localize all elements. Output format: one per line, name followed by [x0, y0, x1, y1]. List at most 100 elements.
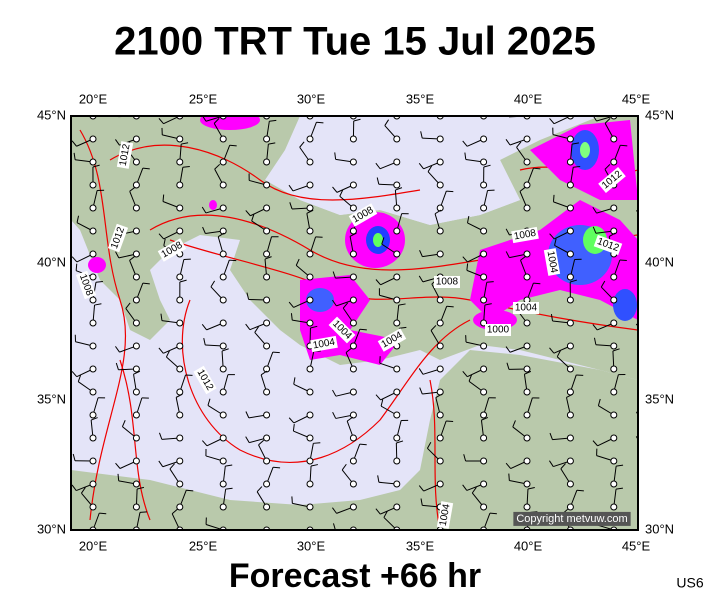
barb-feather — [608, 232, 616, 238]
barb-feather — [395, 187, 403, 191]
barb-feather — [258, 439, 265, 446]
barb-feather — [505, 228, 510, 236]
station — [89, 273, 97, 281]
barb-feather — [181, 142, 189, 145]
barb-feather — [273, 466, 281, 469]
station — [306, 503, 314, 511]
barb-feather — [489, 512, 497, 515]
station — [219, 503, 227, 511]
barb-feather — [313, 442, 321, 444]
station — [393, 204, 401, 212]
barb-feather — [470, 98, 473, 104]
station — [263, 319, 271, 327]
barb-feather — [332, 299, 337, 307]
barb-feather — [556, 350, 561, 357]
barb-feather — [651, 371, 657, 375]
barb-feather — [399, 326, 407, 329]
station — [89, 181, 97, 189]
station — [306, 480, 314, 488]
barb-staff — [657, 144, 659, 162]
barb-feather — [549, 118, 555, 125]
barb-feather — [163, 238, 166, 246]
station — [176, 204, 184, 212]
station — [436, 434, 444, 442]
station — [480, 434, 488, 442]
station — [219, 434, 227, 442]
barb-feather — [549, 347, 555, 354]
station — [436, 250, 444, 258]
lon-label-bottom: 40°E — [514, 538, 543, 553]
barb-feather — [467, 215, 470, 224]
lon-label-bottom: 20°E — [79, 538, 108, 553]
barb-feather — [381, 237, 385, 245]
station — [306, 204, 314, 212]
isobar-label-bg — [157, 238, 187, 262]
station — [523, 503, 531, 511]
station — [306, 181, 314, 189]
station — [610, 273, 618, 281]
barb-feather — [612, 348, 620, 352]
barb-feather — [254, 326, 260, 333]
station — [480, 227, 488, 235]
barb-staff — [439, 116, 441, 117]
barb-feather — [288, 301, 294, 308]
barb-feather — [245, 210, 251, 217]
barb-staff — [657, 237, 662, 254]
station — [436, 296, 444, 304]
station — [219, 181, 227, 189]
station — [263, 227, 271, 235]
barb-feather — [77, 374, 82, 382]
station — [480, 365, 488, 373]
isobar-label: 1008 — [511, 226, 539, 244]
barb-feather — [186, 489, 194, 492]
barb-feather — [207, 398, 211, 406]
barb-feather — [519, 186, 526, 192]
station — [176, 158, 184, 166]
barb-feather — [221, 348, 229, 352]
barb-feather — [316, 121, 324, 124]
barb-feather — [375, 162, 381, 170]
station — [349, 342, 357, 350]
barb-feather — [418, 275, 424, 283]
barb-feather — [75, 263, 78, 271]
station — [349, 227, 357, 235]
station — [349, 204, 357, 212]
station — [654, 435, 660, 441]
barb-feather — [505, 346, 511, 353]
station — [349, 273, 357, 281]
barb-feather — [550, 313, 554, 322]
station — [263, 181, 271, 189]
station — [393, 480, 401, 488]
barb-staff — [639, 415, 657, 418]
station — [480, 480, 488, 488]
barb-feather — [420, 131, 423, 139]
station — [219, 365, 227, 373]
title: 2100 TRT Tue 15 Jul 2025 — [114, 20, 596, 64]
isobar-label: 1000 — [485, 324, 511, 336]
station — [480, 388, 488, 396]
station — [176, 135, 184, 143]
barb-feather — [375, 394, 382, 401]
isobar-label-bg — [328, 316, 356, 344]
barb-feather — [571, 142, 580, 145]
station — [132, 227, 140, 235]
barb-feather — [427, 165, 433, 172]
isobar-label-text: 1004 — [515, 303, 538, 314]
station — [132, 365, 140, 373]
station — [176, 457, 184, 465]
barb-feather — [339, 189, 344, 197]
barb-feather — [516, 141, 522, 148]
station — [176, 296, 184, 304]
station — [480, 181, 488, 189]
barb-feather — [245, 436, 250, 443]
station — [89, 434, 97, 442]
barb-feather — [471, 487, 477, 494]
isobar-label-bg — [593, 234, 623, 256]
station — [263, 250, 271, 258]
model-code: US6 — [676, 575, 703, 591]
barb-feather — [115, 462, 121, 469]
station — [654, 320, 660, 326]
station — [523, 365, 531, 373]
barb-feather — [663, 352, 670, 353]
barb-staff — [657, 121, 660, 139]
